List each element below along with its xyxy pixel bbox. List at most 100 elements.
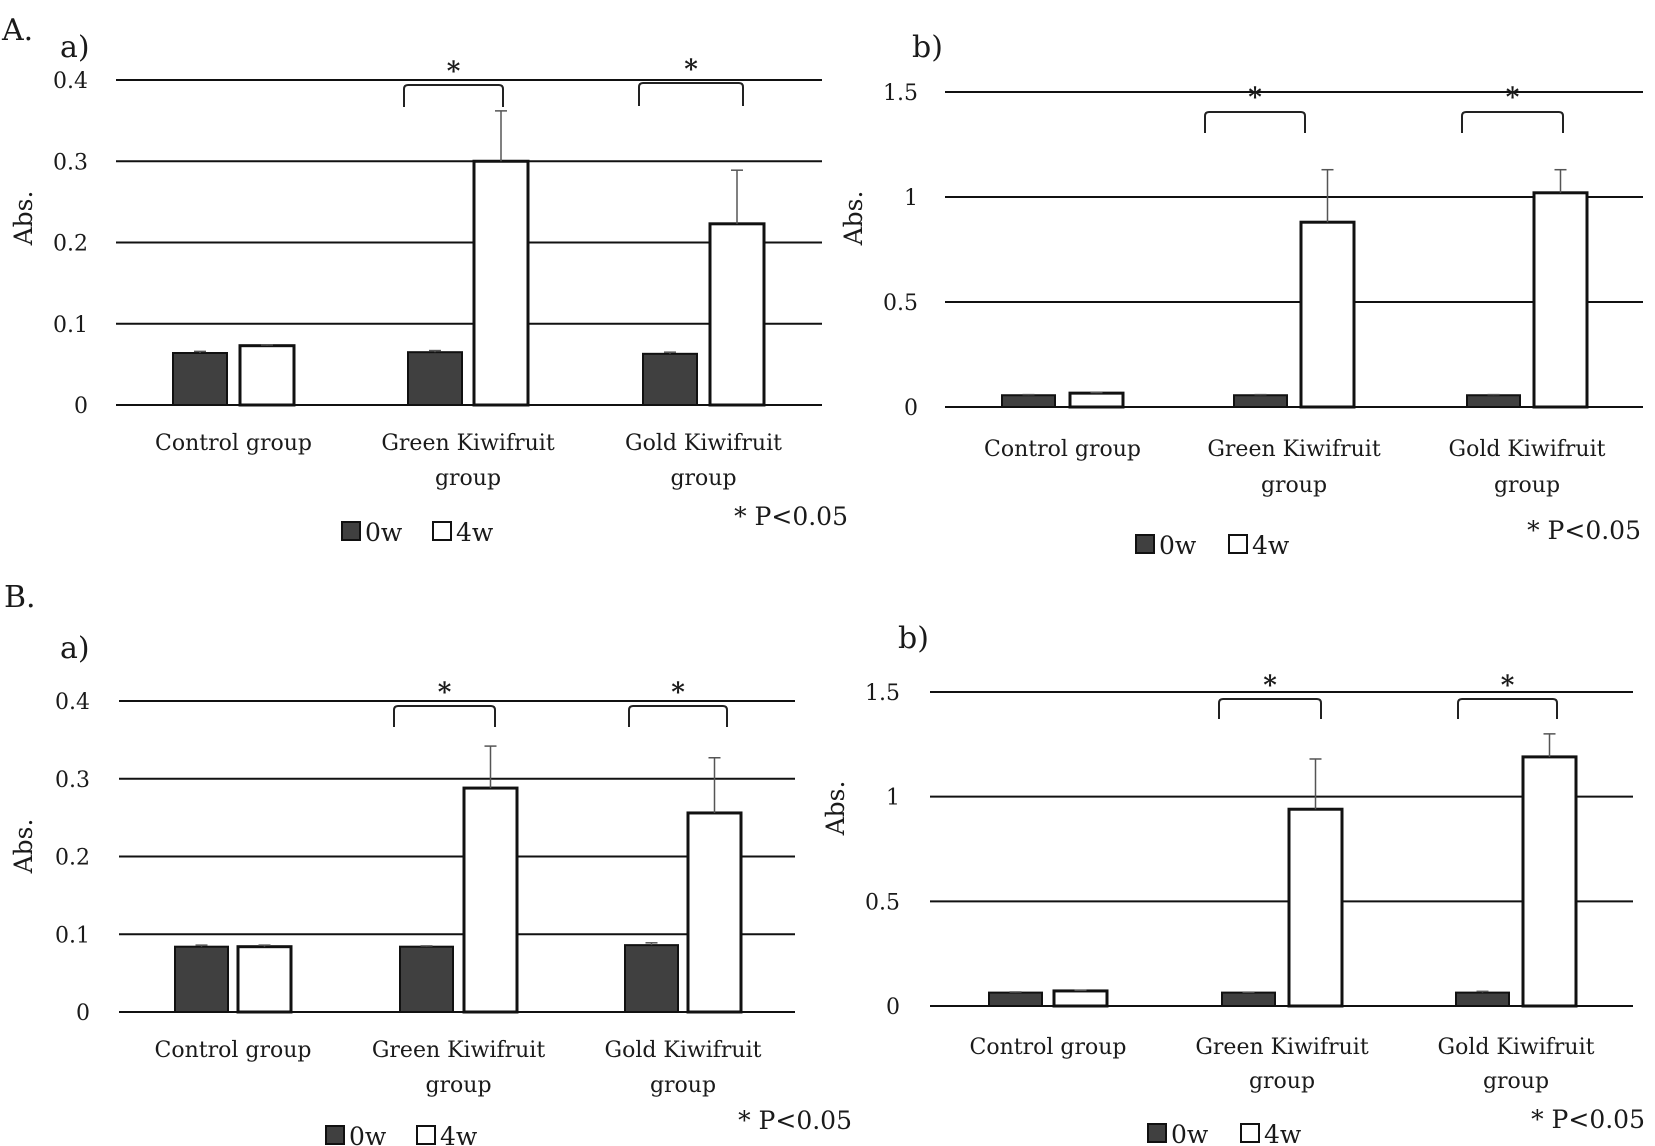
chart-a-a: a) 0 0.1 0.2 0.3 0.4 Abs. * * Control group Green …: [9, 30, 848, 547]
legend-label: 4w: [456, 518, 494, 547]
bar-4w-2: [708, 222, 766, 407]
legend-swatch-4w: [1240, 1123, 1260, 1143]
legend-label: 0w: [365, 518, 403, 547]
legend-swatch-0w: [341, 521, 361, 541]
legend-swatch-0w: [325, 1125, 345, 1145]
legend-label: 0w: [349, 1122, 387, 1146]
y-tick-label: 1.5: [883, 81, 918, 106]
bar-0w-1: [1221, 991, 1276, 1007]
chart-b-a: a) 0 0.1 0.2 0.3 0.4 Abs. * * Control group Green …: [9, 631, 852, 1146]
bar-4w-2: [1532, 191, 1589, 409]
y-tick-label: 0.3: [55, 768, 90, 793]
significance-bracket: [1218, 698, 1322, 719]
significance-star: *: [438, 678, 452, 708]
bar-0w-0: [174, 945, 229, 1013]
legend-swatch-4w: [432, 521, 452, 541]
significance-star: *: [1248, 83, 1262, 113]
section-label-b: B.: [4, 580, 36, 615]
significance-bracket: [638, 82, 744, 106]
significance-note: * P<0.05: [1531, 1105, 1645, 1134]
y-axis-label: Abs.: [9, 819, 38, 875]
significance-bracket: [403, 84, 504, 107]
panel-label: b): [898, 621, 929, 656]
legend-swatch-0w: [1147, 1123, 1167, 1143]
category-label: group: [670, 466, 736, 491]
legend-swatch-4w: [416, 1125, 436, 1145]
legend-label: 4w: [1252, 531, 1290, 560]
significance-bracket: [1204, 111, 1306, 133]
y-tick-label: 1: [886, 786, 900, 811]
category-label: Gold Kiwifruit: [1449, 437, 1606, 462]
significance-star: *: [1506, 83, 1520, 113]
y-axis-label: Abs.: [839, 191, 868, 247]
y-tick-label: 0: [904, 396, 918, 421]
category-label: group: [1249, 1069, 1315, 1094]
bar-0w-1: [399, 945, 454, 1013]
bar-4w-0: [1052, 989, 1109, 1008]
bar-0w-1: [1233, 394, 1288, 408]
y-tick-label: 0: [886, 995, 900, 1020]
bar-0w-2: [1455, 991, 1510, 1007]
bar-4w-1: [472, 159, 530, 407]
panel-label: b): [912, 30, 943, 65]
category-label: Control group: [970, 1035, 1127, 1060]
category-label: group: [1261, 473, 1327, 498]
bar-0w-2: [642, 352, 698, 406]
significance-star: *: [1501, 671, 1515, 701]
legend-label: 0w: [1159, 531, 1197, 560]
significance-note: * P<0.05: [738, 1106, 852, 1135]
bar-4w-1: [1287, 807, 1344, 1008]
category-label: group: [1483, 1069, 1549, 1094]
category-label: group: [425, 1073, 491, 1098]
legend-label: 0w: [1171, 1120, 1209, 1146]
category-label: group: [650, 1073, 716, 1098]
panel-label: a): [60, 30, 90, 65]
significance-note: * P<0.05: [734, 502, 848, 531]
chart-a-b: b) 0 0.5 1 1.5 Abs. * * Control group Green Kiwif…: [839, 30, 1643, 560]
bar-4w-2: [686, 811, 743, 1014]
significance-star: *: [1263, 671, 1277, 701]
y-tick-label: 1: [904, 186, 918, 211]
y-tick-label: 0.5: [865, 890, 900, 915]
y-axis-label: Abs.: [9, 191, 38, 247]
category-label: Green Kiwifruit: [372, 1038, 545, 1063]
significance-bracket: [1461, 111, 1564, 133]
legend-swatch-4w: [1228, 534, 1248, 554]
category-label: Control group: [155, 431, 312, 456]
category-label: Control group: [984, 437, 1141, 462]
bar-0w-0: [1001, 394, 1056, 408]
category-label: Gold Kiwifruit: [625, 431, 782, 456]
y-tick-label: 0.3: [53, 150, 88, 175]
significance-note: * P<0.05: [1527, 516, 1641, 545]
y-tick-label: 0.2: [55, 846, 90, 871]
bar-4w-0: [1068, 391, 1125, 409]
category-label: Gold Kiwifruit: [605, 1038, 762, 1063]
y-tick-label: 0.1: [55, 923, 90, 948]
chart-b-b: b) 0 0.5 1 1.5 Abs. * * Control group Green Kiwif…: [821, 621, 1645, 1146]
legend-swatch-0w: [1135, 534, 1155, 554]
bar-0w-0: [988, 991, 1043, 1007]
significance-bracket: [393, 705, 496, 727]
category-label: Green Kiwifruit: [1195, 1035, 1368, 1060]
category-label: group: [1494, 473, 1560, 498]
category-label: Green Kiwifruit: [1207, 437, 1380, 462]
y-tick-label: 0.5: [883, 291, 918, 316]
y-tick-label: 0.2: [53, 232, 88, 257]
y-tick-label: 0: [74, 394, 88, 419]
y-tick-label: 0.4: [53, 69, 88, 94]
charts: a) 0 0.1 0.2 0.3 0.4 Abs. * * Control group Green …: [9, 30, 1645, 1146]
significance-bracket: [1457, 698, 1558, 719]
legend-label: 4w: [1264, 1120, 1302, 1146]
significance-star: *: [671, 678, 685, 708]
y-tick-label: 0.4: [55, 690, 90, 715]
significance-star: *: [684, 55, 698, 85]
bar-4w-1: [462, 786, 519, 1014]
section-label-a: A.: [1, 13, 33, 48]
legend-label: 4w: [440, 1122, 478, 1146]
category-label: group: [435, 466, 501, 491]
y-axis-label: Abs.: [821, 781, 850, 837]
y-tick-label: 0.1: [53, 313, 88, 338]
bar-4w-1: [1299, 220, 1356, 409]
bar-4w-0: [236, 945, 293, 1014]
